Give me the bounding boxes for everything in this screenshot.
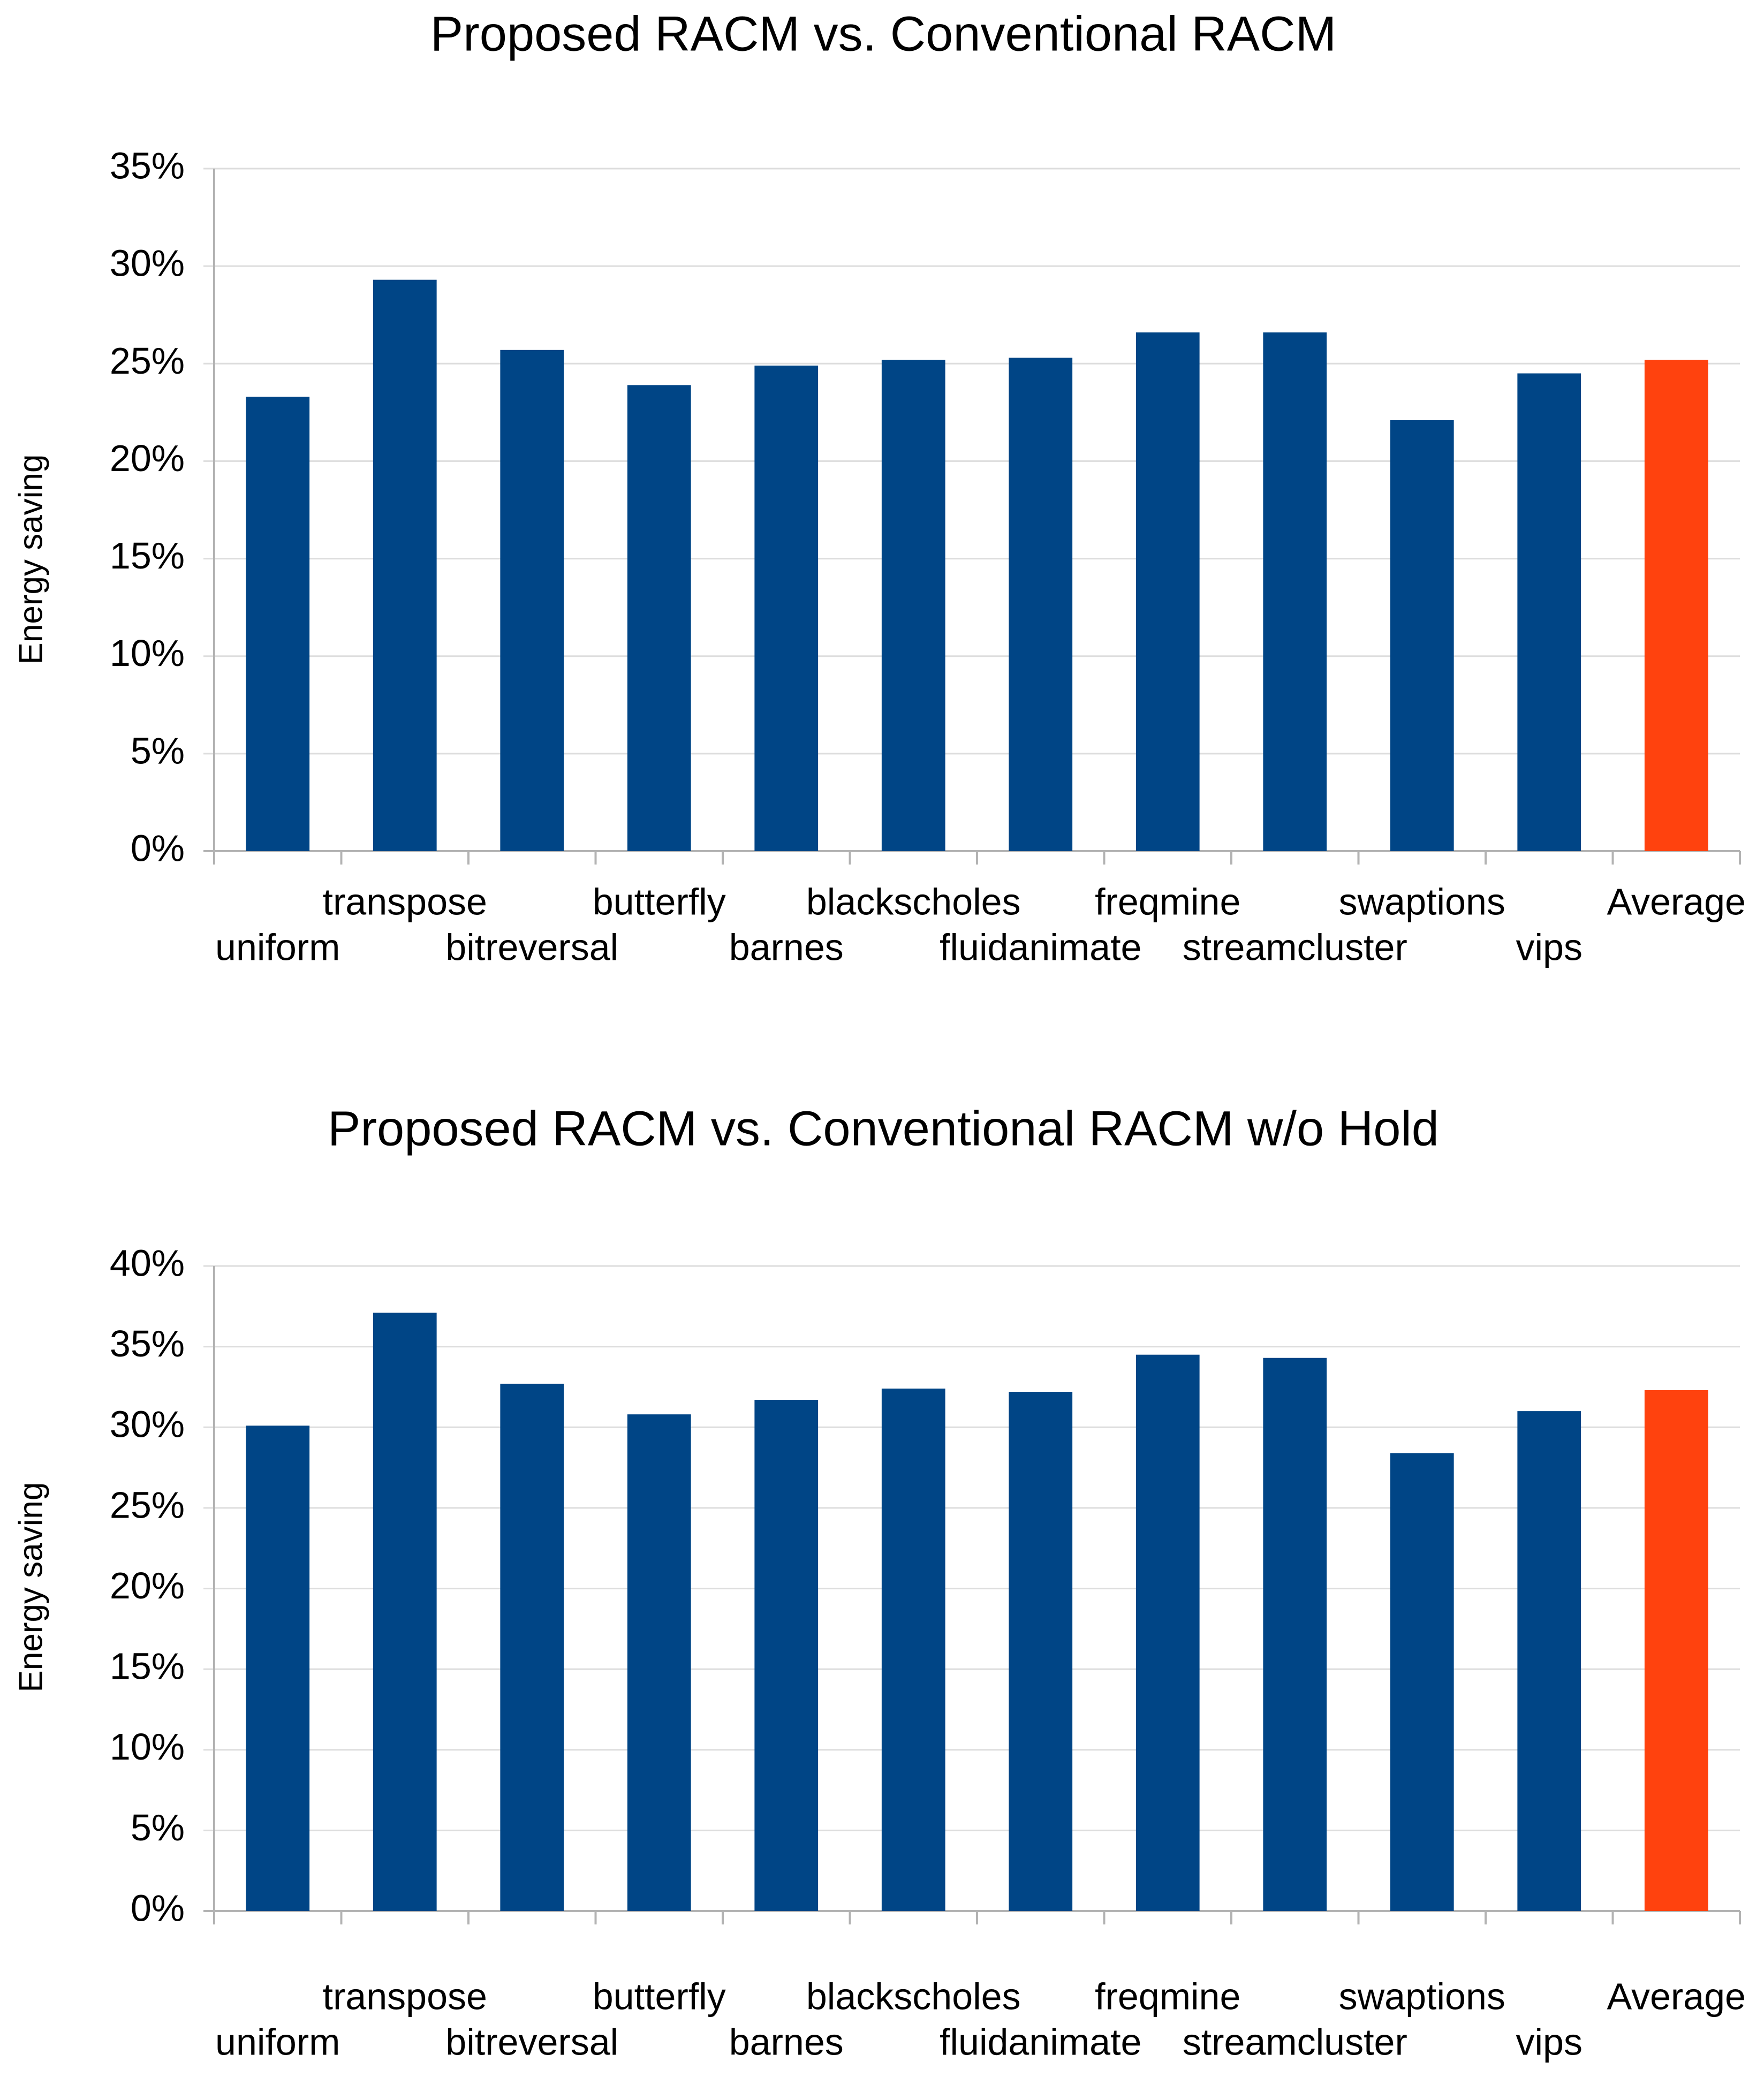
bar-freqmine: [1135, 332, 1200, 851]
x-tick-label: bitreversal: [445, 926, 618, 968]
x-tick-label: vips: [1516, 2021, 1583, 2063]
x-tick-label: freqmine: [1095, 881, 1240, 922]
bar-Average: [1644, 1390, 1708, 1911]
bar-freqmine: [1135, 1354, 1200, 1911]
y-tick-label: 30%: [110, 242, 185, 284]
bar-swaptions: [1390, 1453, 1454, 1911]
bar-streamcluster: [1263, 1358, 1327, 1911]
bar-vips: [1517, 373, 1581, 851]
y-tick-label: 25%: [110, 340, 185, 382]
chart-energy-saving-without-hold: Proposed RACM vs. Conventional RACM w/o …: [12, 1101, 1746, 2063]
y-tick-label: 40%: [110, 1242, 185, 1284]
bar-Average: [1644, 360, 1708, 851]
x-tick-label: butterfly: [593, 881, 726, 922]
x-tick-label: Average: [1607, 881, 1746, 922]
x-tick-label: freqmine: [1095, 1975, 1240, 2017]
bar-blackscholes: [881, 1388, 945, 1911]
bar-bitreversal: [500, 350, 564, 851]
x-tick-label: fluidanimate: [940, 926, 1141, 968]
y-tick-label: 35%: [110, 1323, 185, 1365]
y-tick-label: 20%: [110, 1565, 185, 1606]
y-tick-label: 20%: [110, 437, 185, 479]
x-tick-label: Average: [1607, 1975, 1746, 2017]
y-tick-label: 0%: [131, 1887, 185, 1929]
x-tick-label: uniform: [215, 2021, 340, 2063]
x-tick-label: fluidanimate: [940, 2021, 1141, 2063]
bar-fluidanimate: [1009, 1391, 1073, 1911]
x-tick-label: vips: [1516, 926, 1583, 968]
bar-butterfly: [627, 1414, 691, 1911]
x-tick-label: swaptions: [1339, 1975, 1505, 2017]
y-tick-label: 35%: [110, 145, 185, 186]
bar-swaptions: [1390, 420, 1454, 851]
x-tick-label: uniform: [215, 926, 340, 968]
y-tick-label: 10%: [110, 632, 185, 674]
y-tick-label: 25%: [110, 1484, 185, 1526]
x-tick-label: barnes: [729, 926, 844, 968]
bar-uniform: [246, 397, 310, 851]
x-tick-label: butterfly: [593, 1975, 726, 2017]
x-tick-label: streamcluster: [1183, 2021, 1407, 2063]
x-tick-label: streamcluster: [1183, 926, 1407, 968]
y-axis-label: Energy saving: [12, 1482, 49, 1693]
bar-barnes: [754, 365, 819, 851]
chart-energy-saving-conventional: Proposed RACM vs. Conventional RACM Energ…: [12, 6, 1746, 968]
bar-transpose: [373, 1313, 437, 1911]
x-tick-label: blackscholes: [806, 1975, 1021, 2017]
x-tick-label: transpose: [323, 881, 487, 922]
y-tick-label: 10%: [110, 1726, 185, 1768]
bar-barnes: [754, 1400, 819, 1911]
y-tick-label: 5%: [131, 730, 185, 771]
y-tick-label: 15%: [110, 1646, 185, 1687]
x-tick-label: barnes: [729, 2021, 844, 2063]
chart-title: Proposed RACM vs. Conventional RACM: [430, 6, 1336, 61]
bar-blackscholes: [881, 360, 945, 851]
x-tick-label: blackscholes: [806, 881, 1021, 922]
y-tick-label: 30%: [110, 1404, 185, 1445]
bar-fluidanimate: [1009, 358, 1073, 851]
x-tick-label: swaptions: [1339, 881, 1505, 922]
y-tick-label: 0%: [131, 827, 185, 869]
bar-streamcluster: [1263, 332, 1327, 851]
y-tick-label: 5%: [131, 1807, 185, 1848]
bar-transpose: [373, 279, 437, 852]
y-tick-label: 15%: [110, 535, 185, 577]
chart-title: Proposed RACM vs. Conventional RACM w/o …: [328, 1101, 1439, 1156]
bar-uniform: [246, 1426, 310, 1911]
y-axis-label: Energy saving: [12, 454, 49, 665]
bar-vips: [1517, 1411, 1581, 1911]
bar-bitreversal: [500, 1383, 564, 1911]
x-tick-label: bitreversal: [445, 2021, 618, 2063]
bar-butterfly: [627, 385, 691, 851]
x-tick-label: transpose: [323, 1975, 487, 2017]
